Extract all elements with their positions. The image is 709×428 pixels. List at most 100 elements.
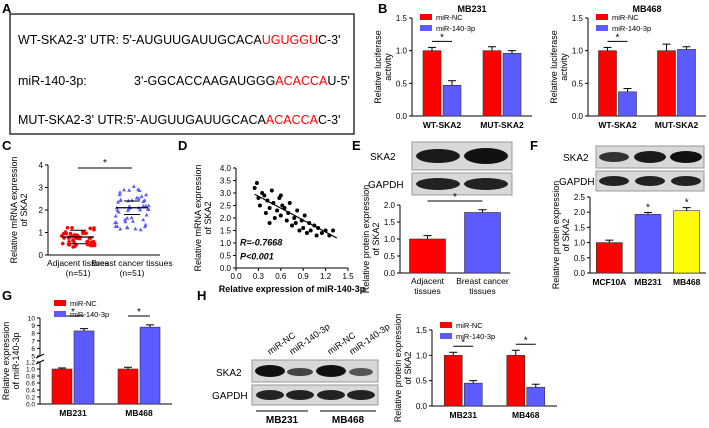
sequence-box bbox=[9, 13, 355, 135]
C-point bbox=[113, 213, 118, 218]
G-legend-label: miR-140-3p bbox=[70, 310, 109, 319]
F-bar bbox=[673, 210, 700, 274]
H-ylabel: Relative protein expressionof SKA2 bbox=[393, 314, 413, 423]
C-point bbox=[133, 226, 138, 231]
H-legend-swatch bbox=[440, 333, 452, 339]
E-x-tick-label-2: tissues bbox=[469, 286, 495, 296]
C-point bbox=[92, 243, 97, 248]
E-x-tick-label: Breast cancer bbox=[456, 276, 509, 286]
H-y-tick-label: 1.0 bbox=[416, 351, 428, 360]
G-y-tick-label: 0.2 bbox=[26, 395, 35, 402]
H-bar bbox=[506, 355, 526, 407]
G-y-tick-label: 5 bbox=[31, 354, 35, 361]
C-point bbox=[125, 215, 130, 220]
H-x-tick-label: MB231 bbox=[450, 410, 478, 420]
sequence-lines: WT-SKA2-3' UTR: 5'-AUGUUGAUUGCACAUGUGGUC… bbox=[18, 33, 350, 127]
G-y-tick-label: 1.0 bbox=[26, 367, 35, 374]
D-y-tick-label: 1.5 bbox=[220, 227, 232, 236]
B1-legend-swatch bbox=[420, 14, 432, 20]
C-point bbox=[131, 184, 136, 188]
C-point bbox=[146, 203, 151, 208]
C-ylabel: Relative mRNA expressionof SKA2 bbox=[9, 156, 29, 263]
B2-bar bbox=[657, 50, 676, 117]
D-point bbox=[284, 218, 289, 223]
blot-e-band-gapdh: GAPDH bbox=[368, 180, 404, 191]
charts-layer: 0.00.51.01.5WT-SKA2*MUT-SKA2MB231miR-NCm… bbox=[1, 4, 706, 422]
B2-x-tick-label: WT-SKA2 bbox=[598, 120, 637, 130]
C-point bbox=[144, 212, 149, 217]
C-point bbox=[70, 225, 74, 230]
B1-bar bbox=[482, 50, 502, 117]
D-y-tick-label: 0.0 bbox=[220, 264, 232, 273]
C-point bbox=[88, 226, 93, 231]
H-legend-label: miR-140-3p bbox=[456, 332, 495, 341]
F-y-tick-label: 1.5 bbox=[574, 223, 586, 232]
C-y-tick-label: 1 bbox=[39, 229, 44, 238]
panel-letter-c: C bbox=[2, 138, 12, 153]
D-point bbox=[302, 213, 307, 218]
C-point bbox=[92, 227, 96, 232]
G-y-tick-label: 10 bbox=[28, 316, 36, 323]
G-y-tick-label: 0.4 bbox=[26, 388, 35, 395]
seq-mir-label: miR-140-3p: bbox=[18, 74, 87, 88]
H-y-tick-label: 1.5 bbox=[416, 326, 428, 335]
B2-ylabel: Relative luciferaseactivity bbox=[549, 30, 569, 104]
D-point bbox=[301, 226, 306, 230]
B1-y-tick-label: 1.5 bbox=[396, 14, 408, 23]
D-y-tick-label: 4.0 bbox=[220, 164, 232, 173]
H-sig-star: * bbox=[461, 337, 465, 348]
G-sig-star: * bbox=[137, 307, 141, 318]
blot-f-band-gapdh: GAPDH bbox=[559, 177, 595, 188]
C-point bbox=[68, 231, 73, 236]
D-annotation-p: P<0.001 bbox=[240, 251, 274, 261]
F-x-tick-label: MB468 bbox=[673, 277, 701, 287]
B2-legend-label: miR-NC bbox=[612, 13, 639, 22]
B2-x-tick-label: MUT-SKA2 bbox=[655, 120, 699, 130]
D-point bbox=[292, 216, 297, 220]
F-ylabel: Relative protein expressionof SKA2 bbox=[551, 181, 571, 290]
blot-h-band-gapdh: GAPDH bbox=[212, 391, 248, 402]
C-point bbox=[138, 227, 143, 232]
H-bar bbox=[463, 382, 483, 407]
E-x-tick-label-2: tissues bbox=[414, 286, 440, 296]
C-point bbox=[143, 222, 148, 227]
D-point bbox=[272, 216, 277, 220]
D-xlabel: Relative expression of miR-140-3p bbox=[219, 284, 366, 294]
blot-h-band-ska2: SKA2 bbox=[216, 368, 242, 379]
D-point bbox=[331, 228, 336, 233]
C-sig-star: * bbox=[103, 158, 107, 169]
C-point bbox=[142, 224, 147, 229]
D-point bbox=[293, 221, 298, 225]
E-bar bbox=[464, 212, 501, 274]
C-point bbox=[115, 199, 120, 204]
D-annotation-r: R=-0.7668 bbox=[240, 238, 282, 248]
D-x-tick-label: 0.6 bbox=[275, 272, 287, 281]
D-point bbox=[269, 188, 274, 193]
E-sig-star: * bbox=[453, 192, 457, 203]
F-x-tick-label: MB231 bbox=[634, 277, 662, 287]
D-point bbox=[263, 211, 268, 215]
G-y-tick-label: 0.6 bbox=[26, 381, 35, 388]
C-point bbox=[137, 188, 142, 192]
G-y-tick-label: 8 bbox=[31, 331, 35, 338]
F-sig-star: * bbox=[685, 198, 689, 209]
E-x-tick-label: Adjacent bbox=[411, 276, 445, 286]
F-x-tick-label: MCF10A bbox=[592, 277, 626, 287]
B1-bar bbox=[422, 50, 442, 117]
H-sig-star: * bbox=[524, 335, 528, 346]
G-y-tick-label: 7 bbox=[31, 338, 35, 345]
C-point bbox=[141, 199, 146, 204]
C-point bbox=[84, 231, 88, 236]
panel-letter-b: B bbox=[378, 1, 387, 16]
C-x-tick-label-n: (n=51) bbox=[66, 268, 91, 278]
G-y-tick-label: 0.8 bbox=[26, 374, 35, 381]
seq-wt: WT-SKA2-3' UTR: 5'-AUGUUGAUUGCACAUGUGGUC… bbox=[18, 33, 341, 47]
D-point bbox=[295, 208, 300, 213]
D-y-tick-label: 1.0 bbox=[220, 239, 232, 248]
C-point bbox=[91, 239, 96, 244]
blot-e-band-ska2: SKA2 bbox=[370, 152, 396, 163]
G-sig-star: * bbox=[71, 307, 75, 318]
C-point bbox=[138, 207, 143, 212]
B1-bar bbox=[502, 52, 522, 117]
